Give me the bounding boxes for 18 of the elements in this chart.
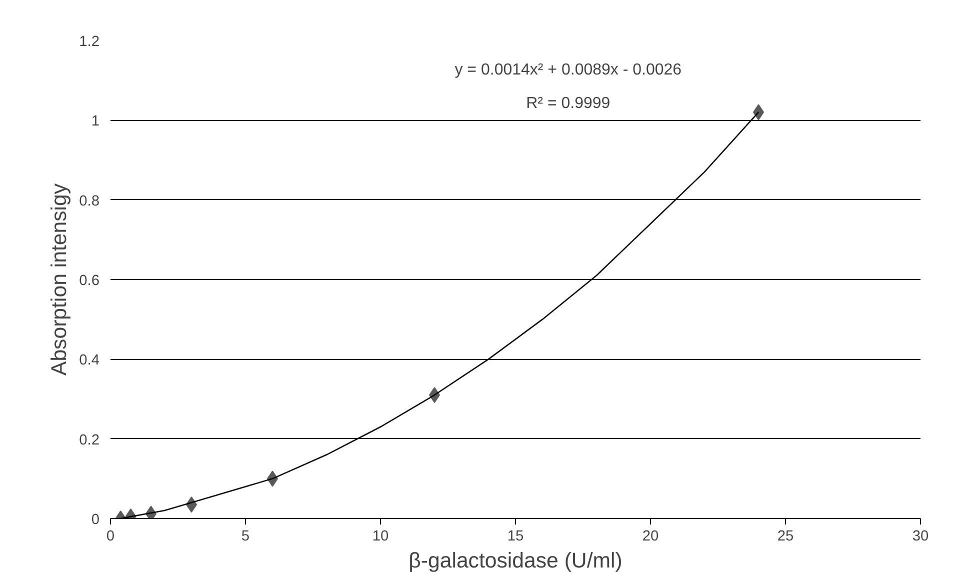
x-tick-label: 20 xyxy=(642,528,659,544)
y-tick-label: 0 xyxy=(91,512,100,528)
x-tick-label: 10 xyxy=(372,528,389,544)
x-axis-title: β-galactosidase (U/ml) xyxy=(408,548,622,572)
x-tick-label: 25 xyxy=(777,528,794,544)
y-tick-label: 0.6 xyxy=(79,273,100,289)
x-tick-label: 15 xyxy=(507,528,524,544)
y-tick-label: 0.2 xyxy=(79,432,100,448)
y-axis-title: Absorption intensigy xyxy=(47,183,72,376)
y-tick-label: 1 xyxy=(91,114,100,130)
x-tick-label: 5 xyxy=(241,528,250,544)
annotation: y = 0.0014x² + 0.0089x - 0.0026 xyxy=(454,62,682,79)
x-tick-label: 0 xyxy=(106,528,115,544)
y-tick-label: 0.4 xyxy=(79,352,100,369)
annotation: R² = 0.9999 xyxy=(526,95,610,112)
y-tick-label: 0.8 xyxy=(79,193,100,210)
x-tick-label: 30 xyxy=(912,528,929,544)
y-tick-label: 1.2 xyxy=(79,34,100,50)
